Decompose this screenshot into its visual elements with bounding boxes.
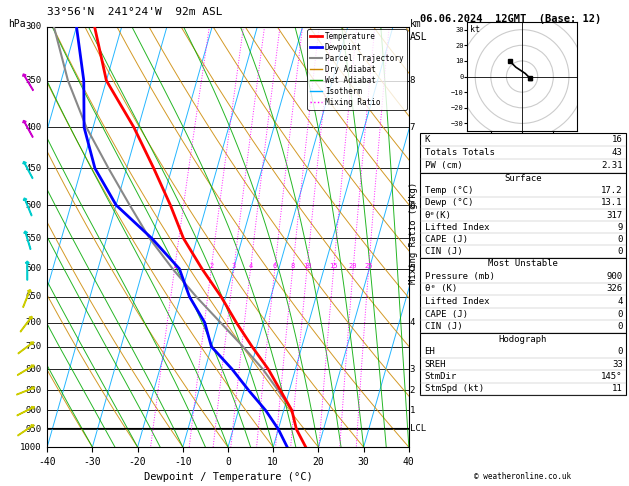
Text: 6: 6 (409, 201, 415, 209)
Text: 8: 8 (291, 262, 295, 269)
Text: CAPE (J): CAPE (J) (425, 310, 467, 319)
Text: 9: 9 (617, 223, 623, 232)
Text: 5: 5 (409, 264, 415, 273)
Text: Lifted Index: Lifted Index (425, 223, 489, 232)
Text: 2: 2 (409, 386, 415, 395)
Text: StmDir: StmDir (425, 372, 457, 381)
Text: 7: 7 (409, 122, 415, 132)
Text: 750: 750 (26, 342, 42, 351)
Legend: Temperature, Dewpoint, Parcel Trajectory, Dry Adiabat, Wet Adiabat, Isotherm, Mi: Temperature, Dewpoint, Parcel Trajectory… (308, 29, 406, 109)
Text: © weatheronline.co.uk: © weatheronline.co.uk (474, 472, 571, 481)
Text: 25: 25 (364, 262, 373, 269)
Text: kt: kt (470, 25, 479, 34)
Text: 850: 850 (26, 386, 42, 395)
Text: 2.31: 2.31 (601, 161, 623, 171)
Text: CIN (J): CIN (J) (425, 322, 462, 331)
Text: 4: 4 (248, 262, 253, 269)
Text: 33: 33 (612, 360, 623, 368)
Text: StmSpd (kt): StmSpd (kt) (425, 384, 484, 393)
Text: Hodograph: Hodograph (499, 335, 547, 344)
Text: 06.06.2024  12GMT  (Base: 12): 06.06.2024 12GMT (Base: 12) (420, 14, 601, 24)
Text: 500: 500 (26, 201, 42, 209)
Text: 3: 3 (231, 262, 236, 269)
Text: Most Unstable: Most Unstable (488, 260, 558, 268)
Text: 20: 20 (349, 262, 357, 269)
Text: 650: 650 (26, 292, 42, 301)
Text: 900: 900 (26, 406, 42, 415)
X-axis label: Dewpoint / Temperature (°C): Dewpoint / Temperature (°C) (143, 472, 313, 483)
Text: Surface: Surface (504, 174, 542, 183)
Text: 43: 43 (612, 148, 623, 157)
Text: Lifted Index: Lifted Index (425, 297, 489, 306)
Text: 800: 800 (26, 364, 42, 374)
Text: SREH: SREH (425, 360, 446, 368)
Text: 6: 6 (273, 262, 277, 269)
Text: LCL: LCL (409, 424, 426, 433)
Text: 33°56'N  241°24'W  92m ASL: 33°56'N 241°24'W 92m ASL (47, 7, 223, 17)
Text: 4: 4 (617, 297, 623, 306)
Text: 0: 0 (617, 347, 623, 356)
Text: 16: 16 (612, 135, 623, 144)
Text: 10: 10 (303, 262, 311, 269)
Text: 0: 0 (617, 310, 623, 319)
Text: 1: 1 (172, 262, 177, 269)
Text: 900: 900 (606, 272, 623, 281)
Text: ASL: ASL (410, 32, 428, 42)
Text: 317: 317 (606, 210, 623, 220)
Text: 350: 350 (26, 76, 42, 85)
Text: EH: EH (425, 347, 435, 356)
Text: 450: 450 (26, 164, 42, 173)
Text: 300: 300 (26, 22, 42, 31)
Text: 15: 15 (330, 262, 338, 269)
Text: 17.2: 17.2 (601, 186, 623, 195)
Text: Pressure (mb): Pressure (mb) (425, 272, 494, 281)
Text: Dewp (°C): Dewp (°C) (425, 198, 473, 208)
Text: θᵉ(K): θᵉ(K) (425, 210, 452, 220)
Text: Totals Totals: Totals Totals (425, 148, 494, 157)
Text: 700: 700 (26, 318, 42, 327)
Text: 0: 0 (617, 235, 623, 244)
Text: CAPE (J): CAPE (J) (425, 235, 467, 244)
Text: 950: 950 (26, 425, 42, 434)
Text: 13.1: 13.1 (601, 198, 623, 208)
Text: 11: 11 (612, 384, 623, 393)
Text: 145°: 145° (601, 372, 623, 381)
Text: 0: 0 (617, 247, 623, 256)
Text: CIN (J): CIN (J) (425, 247, 462, 256)
Text: 1000: 1000 (20, 443, 42, 451)
Text: 550: 550 (26, 234, 42, 243)
Text: 2: 2 (209, 262, 213, 269)
Text: 1: 1 (409, 406, 415, 415)
Text: K: K (425, 135, 430, 144)
Text: 8: 8 (409, 76, 415, 85)
Text: Temp (°C): Temp (°C) (425, 186, 473, 195)
Text: hPa: hPa (8, 19, 26, 30)
Text: 400: 400 (26, 122, 42, 132)
Text: 4: 4 (409, 318, 415, 327)
Text: 326: 326 (606, 284, 623, 294)
Text: 0: 0 (617, 322, 623, 331)
Text: PW (cm): PW (cm) (425, 161, 462, 171)
Text: Mixing Ratio (g/kg): Mixing Ratio (g/kg) (409, 182, 418, 284)
Text: 600: 600 (26, 264, 42, 273)
Text: km: km (410, 19, 422, 30)
Text: θᵉ (K): θᵉ (K) (425, 284, 457, 294)
Text: 3: 3 (409, 364, 415, 374)
